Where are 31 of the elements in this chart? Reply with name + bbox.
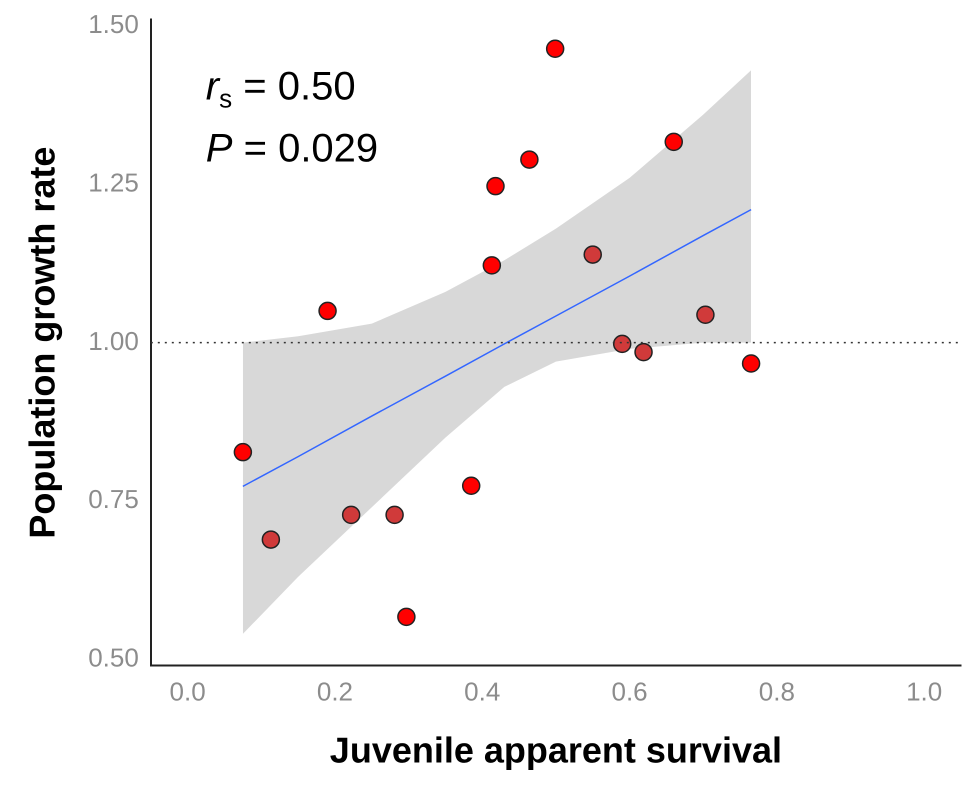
point [262, 530, 280, 549]
point [520, 150, 539, 169]
point [318, 302, 337, 320]
x-tick-label: 0.6 [611, 676, 648, 706]
x-tick-label: 1.0 [906, 676, 942, 706]
y-tick-label: 0.75 [88, 484, 139, 514]
annotation: P = 0.029 [206, 126, 378, 171]
point [664, 132, 683, 152]
x-tick-label: 0.8 [758, 676, 795, 706]
x-tick-label: 0.0 [170, 676, 206, 706]
y-axis-title: Population growth rate [22, 146, 63, 539]
point [583, 245, 602, 264]
point [696, 305, 715, 324]
point [342, 506, 360, 524]
point [612, 334, 632, 354]
y-tick-label: 1.00 [88, 326, 139, 356]
x-tick-label: 0.4 [464, 676, 500, 706]
point [462, 476, 480, 495]
y-tick-label: 0.50 [88, 642, 139, 672]
x-axis-title: Juvenile apparent survival [330, 729, 782, 770]
point [397, 608, 416, 626]
point [742, 354, 760, 373]
point [546, 39, 564, 58]
point [234, 442, 252, 462]
point [482, 256, 502, 275]
point [486, 176, 505, 196]
x-tick-label: 0.2 [316, 676, 354, 706]
point [385, 506, 404, 524]
y-tick-label: 1.50 [88, 9, 139, 40]
point [634, 342, 653, 362]
y-tick-label: 1.25 [88, 167, 139, 198]
